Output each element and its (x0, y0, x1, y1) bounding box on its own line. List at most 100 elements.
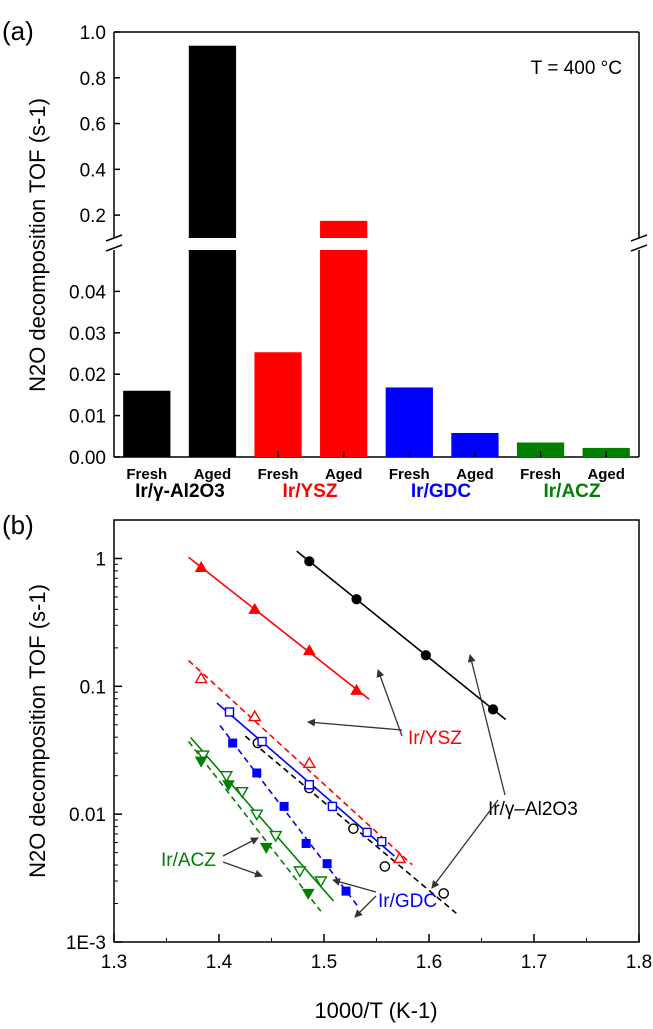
group-label-ysz: Ir/YSZ (283, 481, 338, 502)
point-gdc_aged-5 (341, 886, 351, 896)
group-label-gdc: Ir/GDC (411, 481, 471, 502)
point-acz_fresh-1 (219, 770, 234, 783)
point-gdc_aged-1 (252, 768, 262, 778)
b-ytick-label-0: 1E-3 (66, 933, 106, 954)
point-al_fresh-3 (379, 861, 391, 872)
point-acz_aged-1 (222, 780, 235, 792)
panel-a-xticks: Fresh Aged Fresh Aged Fresh Aged Fresh Aged (126, 451, 625, 483)
a-bar-1-upper (188, 45, 237, 238)
point-gdc_fresh-2 (304, 780, 314, 790)
fit-line-ysz_fresh (188, 659, 413, 866)
a-xtick-label-3: Aged (325, 466, 363, 483)
point-al_aged-2 (420, 650, 431, 661)
point-gdc_fresh-3 (327, 801, 338, 812)
b-ytick-label-3: 1 (95, 549, 106, 570)
panel-b-points (194, 556, 499, 900)
panel-b-xticks: 1.3 1.4 1.5 1.6 1.7 1.8 (101, 934, 652, 973)
a-bar-6 (516, 442, 565, 457)
point-gdc_aged-3 (301, 838, 311, 848)
arrow-acz-1 (222, 837, 259, 857)
annotation-gdc: Ir/GDC (332, 878, 437, 918)
b-xtick-label-1: 1.4 (206, 952, 233, 973)
panel-a-annotation: T = 400 °C (531, 58, 622, 79)
a-bar-3-upper (320, 220, 368, 238)
point-gdc_fresh-4 (362, 827, 372, 838)
point-gdc_fresh-0 (224, 707, 235, 717)
fit-line-acz_aged (187, 740, 322, 912)
point-ysz_aged-0 (194, 561, 208, 573)
a-xtick-label-7: Aged (587, 466, 625, 483)
fit-line-ysz_aged (188, 556, 370, 700)
point-al_fresh-4 (438, 888, 450, 899)
arrow-ysz-2 (307, 718, 403, 731)
a-ytick-lower-label-0: 0.00 (69, 448, 106, 469)
point-acz_fresh-3 (250, 809, 264, 822)
b-xtick-label-0: 1.3 (101, 952, 127, 973)
point-gdc_fresh-5 (377, 836, 387, 847)
arrow-ysz-1 (376, 669, 403, 737)
panel-a-bars (123, 45, 630, 457)
point-al_aged-3 (487, 704, 499, 715)
point-gdc_fresh-1 (257, 736, 267, 747)
fit-line-al_fresh (244, 735, 457, 914)
point-ysz_fresh-2 (302, 756, 317, 768)
a-ytick-upper-label-2: 0.6 (80, 115, 106, 136)
point-gdc_aged-0 (228, 738, 238, 748)
b-xtick-label-2: 1.5 (311, 952, 337, 973)
point-ysz_fresh-0 (194, 671, 208, 684)
point-acz_fresh-4 (268, 830, 283, 843)
point-ysz_fresh-1 (247, 709, 262, 722)
a-xtick-label-4: Fresh (389, 466, 430, 483)
point-al_fresh-2 (348, 823, 359, 834)
a-xtick-label-0: Fresh (126, 466, 167, 483)
point-acz_fresh-6 (314, 876, 328, 888)
a-ytick-lower-label-1: 0.01 (69, 407, 106, 428)
arrow-acz-2 (222, 861, 263, 878)
point-gdc_aged-4 (322, 859, 332, 869)
a-ytick-upper-label-4: 1.0 (80, 23, 106, 44)
panel-a-yticks-upper: 0.2 0.4 0.6 0.8 1.0 (80, 23, 120, 227)
panel-b-ylabel: N2O decomposition TOF (s-1) (25, 584, 50, 878)
point-acz_fresh-2 (235, 786, 249, 799)
b-xtick-label-4: 1.7 (521, 952, 547, 973)
a-bar-2 (254, 352, 302, 457)
annotation-al-label: Ir/γ–Al2O3 (488, 799, 578, 820)
a-bar-1-lower (188, 250, 237, 457)
a-ytick-lower-label-2: 0.02 (69, 365, 106, 386)
panel-b: (b) 1E-3 0.01 0.1 1 1.3 1.4 1.5 1.6 1.7 1.8 Ir/Y… (2, 510, 652, 1023)
b-ytick-label-1: 0.01 (69, 805, 106, 826)
point-al_aged-1 (351, 594, 362, 605)
point-ysz_aged-1 (248, 602, 262, 614)
annotation-gdc-label: Ir/GDC (378, 891, 437, 912)
a-ytick-upper-label-0: 0.2 (80, 206, 106, 227)
point-acz_fresh-0 (196, 750, 210, 762)
a-xtick-label-6: Fresh (520, 466, 561, 483)
a-xtick-label-5: Aged (456, 466, 494, 483)
panel-b-xlabel: 1000/T (K-1) (314, 998, 437, 1023)
arrow-gdc-1 (332, 878, 377, 893)
panel-a-axes (105, 31, 648, 458)
point-acz_aged-3 (301, 888, 315, 900)
a-bar-3-lower (320, 250, 368, 457)
a-xtick-label-2: Fresh (258, 466, 299, 483)
group-label-al: Ir/γ-Al2O3 (135, 481, 225, 502)
annotation-acz: Ir/ACZ (161, 837, 263, 878)
point-acz_fresh-5 (293, 866, 307, 878)
annotation-ysz-label: Ir/YSZ (408, 728, 462, 749)
panel-a-yticks-lower: 0.00 0.01 0.02 0.03 0.04 (69, 282, 120, 469)
point-ysz_fresh-3 (392, 851, 407, 864)
annotation-acz-label: Ir/ACZ (161, 850, 216, 871)
a-bar-0 (123, 390, 171, 457)
a-ytick-upper-label-3: 0.8 (80, 69, 106, 90)
point-ysz_aged-3 (350, 683, 363, 695)
arrow-al-1 (467, 654, 506, 796)
panel-b-label: (b) (2, 510, 34, 540)
point-ysz_aged-2 (302, 644, 316, 656)
a-ytick-upper-label-1: 0.4 (80, 160, 107, 181)
panel-b-frame (113, 519, 640, 943)
point-acz_aged-0 (194, 756, 208, 768)
annotation-al: Ir/γ–Al2O3 (431, 654, 578, 889)
fit-line-al_aged (296, 550, 507, 721)
arrow-gdc-2 (354, 895, 377, 918)
